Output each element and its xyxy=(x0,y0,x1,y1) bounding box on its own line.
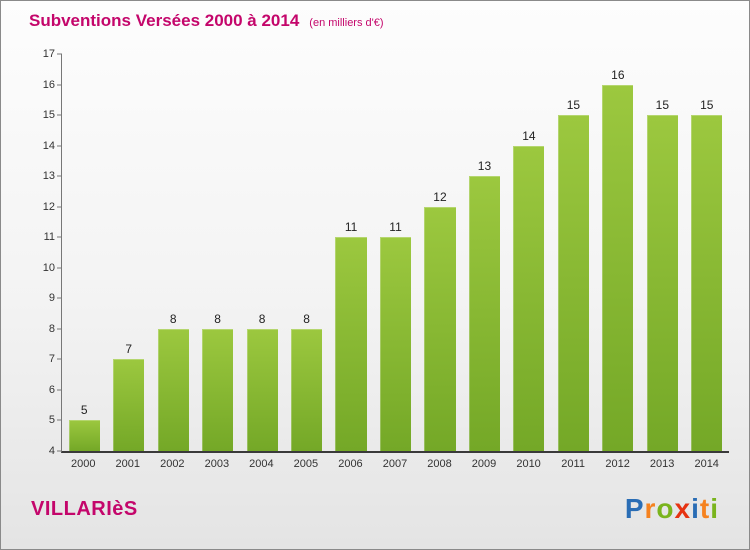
bar-value-label: 15 xyxy=(566,98,581,113)
y-tick-label: 17 xyxy=(42,48,55,60)
bar-group: 15 xyxy=(640,54,684,451)
bar-group: 7 xyxy=(106,54,150,451)
bar-value-label: 13 xyxy=(477,159,492,174)
bar-2009 xyxy=(468,176,501,451)
bar-value-label: 8 xyxy=(303,311,310,326)
y-tick-label: 15 xyxy=(42,109,55,122)
logo-letter: x xyxy=(674,493,692,524)
bar-group: 13 xyxy=(462,54,506,451)
logo-letter: o xyxy=(656,493,675,524)
bar-value-label: 8 xyxy=(169,311,177,326)
x-tick-label: 2002 xyxy=(160,458,185,470)
bar-value-label: 14 xyxy=(522,128,536,143)
bar-group: 15 xyxy=(685,54,729,451)
bar-2007 xyxy=(379,237,412,451)
x-tick-label: 2013 xyxy=(649,458,675,470)
y-tick-label: 11 xyxy=(43,231,55,244)
bar-group: 8 xyxy=(195,54,239,451)
bar-2008 xyxy=(424,206,456,451)
bar-group: 11 xyxy=(329,54,373,451)
bar-value-label: 12 xyxy=(433,189,447,204)
plot-area: 4 5 6 7 8 9 10 11 12 13 14 15 16 17 5 7 8 8 8 8 11 11 12 13 14 1… xyxy=(43,48,729,457)
chart-title: Subventions Versées 2000 à 2014 xyxy=(29,11,300,30)
x-tick-label: 2014 xyxy=(694,458,719,470)
x-tick-label: 2006 xyxy=(338,458,363,470)
y-tick-label: 13 xyxy=(42,170,55,183)
chart-subtitle: (en milliers d'€) xyxy=(309,17,384,29)
y-tick-label: 12 xyxy=(42,200,55,213)
x-tick-label: 2004 xyxy=(249,458,274,470)
bar-value-label: 15 xyxy=(655,98,669,113)
logo-letter: i xyxy=(691,493,700,524)
bar-group: 8 xyxy=(284,54,328,451)
y-tick-label: 5 xyxy=(48,414,55,427)
bar-value-label: 11 xyxy=(389,220,402,235)
x-tick-label: 2003 xyxy=(204,458,230,470)
bar-group: 16 xyxy=(596,54,640,451)
bar-value-label: 11 xyxy=(344,220,358,235)
bar-2001 xyxy=(113,359,145,451)
y-tick-label: 16 xyxy=(42,78,55,91)
bar-group: 14 xyxy=(507,54,551,451)
footer: VILLARIèS Proxiti xyxy=(1,493,749,525)
bar-value-label: 15 xyxy=(700,98,714,113)
bar-value-label: 7 xyxy=(125,342,133,357)
x-tick-label: 2007 xyxy=(382,458,408,470)
y-tick-label: 7 xyxy=(48,353,55,366)
bar-2010 xyxy=(513,145,545,451)
y-tick-label: 6 xyxy=(48,383,55,396)
x-tick-label: 2005 xyxy=(293,458,319,470)
proxiti-logo: Proxiti xyxy=(625,493,719,525)
bar-group: 5 xyxy=(62,54,106,451)
y-tick-label: 4 xyxy=(48,445,55,457)
bar-2004 xyxy=(246,328,278,451)
logo-letter: r xyxy=(644,493,657,524)
bar-value-label: 16 xyxy=(611,67,625,82)
chart-header: Subventions Versées 2000 à 2014 (en mill… xyxy=(29,11,384,31)
bars-container: 5 7 8 8 8 8 11 11 12 13 14 15 16 15 15 xyxy=(62,54,729,451)
bar-2005 xyxy=(291,328,323,451)
x-tick-label: 2009 xyxy=(471,458,497,470)
entity-name: VILLARIèS xyxy=(31,497,138,520)
bar-2013 xyxy=(646,115,678,451)
bar-2011 xyxy=(557,115,589,451)
bar-2003 xyxy=(202,328,234,451)
bar-group: 8 xyxy=(240,54,284,451)
logo-letter: i xyxy=(710,493,719,524)
bar-group: 12 xyxy=(418,54,462,451)
x-tick-label: 2001 xyxy=(115,458,141,470)
bar-group: 15 xyxy=(551,54,595,451)
y-tick-label: 10 xyxy=(42,261,55,274)
y-tick-label: 14 xyxy=(42,139,55,152)
y-tick-label: 8 xyxy=(48,322,55,335)
bar-2012 xyxy=(602,84,634,451)
bar-group: 8 xyxy=(151,54,195,451)
bar-value-label: 8 xyxy=(258,311,266,326)
logo-letter: P xyxy=(624,493,645,524)
logo-letter: t xyxy=(699,493,711,524)
x-tick-label: 2011 xyxy=(561,458,585,470)
bar-2000 xyxy=(68,420,100,451)
bar-2014 xyxy=(691,115,723,451)
x-tick-label: 2008 xyxy=(427,458,452,470)
bar-2002 xyxy=(157,328,189,451)
x-tick-label: 2000 xyxy=(71,458,96,470)
x-tick-label: 2012 xyxy=(605,458,630,470)
bar-group: 11 xyxy=(373,54,417,451)
y-tick-label: 9 xyxy=(48,292,55,305)
bar-value-label: 8 xyxy=(214,311,221,326)
bar-value-label: 5 xyxy=(80,403,88,418)
x-axis-labels: 2000 2001 2002 2003 2004 2005 2006 2007 2008 2009… xyxy=(61,458,729,470)
bar-2006 xyxy=(335,237,367,451)
x-tick-label: 2010 xyxy=(516,458,541,470)
